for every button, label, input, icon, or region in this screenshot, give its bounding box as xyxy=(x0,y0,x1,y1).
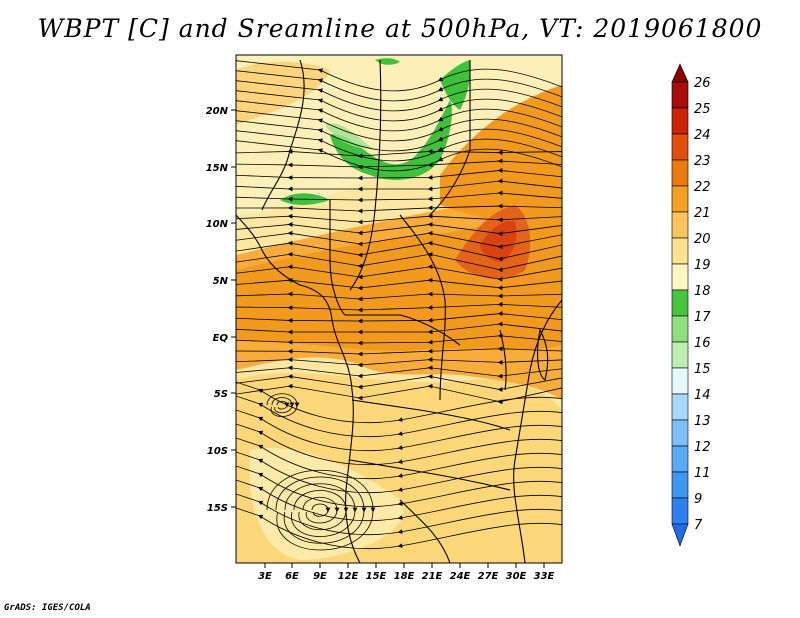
colorbar-swatch xyxy=(671,263,689,291)
streamline xyxy=(266,470,376,551)
colorbar-swatch xyxy=(671,497,689,525)
lon-label-18e: 18E xyxy=(394,571,415,582)
streamline xyxy=(284,483,358,537)
streamline xyxy=(236,277,562,291)
lon-label-30e: 30E xyxy=(506,571,527,582)
streamline xyxy=(236,333,562,346)
colorbar-label: 24 xyxy=(694,128,711,143)
colorbar-swatch xyxy=(671,393,689,421)
lat-label-5s: 5S xyxy=(214,389,228,400)
streamline xyxy=(236,301,562,313)
lon-label-6e: 6E xyxy=(285,571,299,582)
streamline xyxy=(236,346,562,357)
colorbar-swatch xyxy=(671,315,689,343)
lat-label-10s: 10S xyxy=(207,446,228,457)
streamline xyxy=(311,503,331,517)
colorbar-label: 7 xyxy=(694,518,703,533)
colorbar-label: 19 xyxy=(694,258,711,273)
lon-label-12e: 12E xyxy=(338,571,359,582)
colorbar-label: 11 xyxy=(694,466,711,481)
colorbar-swatch xyxy=(671,159,689,187)
streamline xyxy=(236,178,562,192)
colorbar-label: 14 xyxy=(694,388,711,403)
streamline xyxy=(236,158,562,170)
streamline xyxy=(236,251,562,273)
colorbar-swatch xyxy=(671,445,689,473)
lon-label-3e: 3E xyxy=(258,571,272,582)
lat-label-10n: 10N xyxy=(206,219,229,230)
streamline xyxy=(236,291,562,302)
colorbar-label: 16 xyxy=(694,336,711,351)
longitude-axis: 3E 6E 9E 12E 15E 18E 21E 24E 27E 30E 33E xyxy=(258,563,555,582)
streamline xyxy=(236,507,562,549)
streamline xyxy=(236,190,562,203)
lon-label-21e: 21E xyxy=(422,571,443,582)
lat-label-20n: 20N xyxy=(206,106,229,117)
streamline xyxy=(236,374,562,392)
streamline xyxy=(276,400,290,410)
streamline xyxy=(236,321,562,335)
lat-label-15s: 15S xyxy=(207,503,228,514)
colorbar-swatch xyxy=(671,419,689,447)
lat-label-eq: EQ xyxy=(213,333,229,344)
lon-label-24e: 24E xyxy=(450,571,471,582)
streamline xyxy=(236,213,562,225)
colorbar-label: 13 xyxy=(694,414,711,429)
streamline xyxy=(275,476,367,544)
colorbar-label: 9 xyxy=(694,492,702,507)
colorbar-swatch xyxy=(671,107,689,135)
latitude-axis: 20N 15N 10N 5N EQ 5S 10S 15S xyxy=(206,106,236,514)
colorbar-label: 20 xyxy=(694,232,711,247)
colorbar-top-arrow xyxy=(671,63,689,83)
colorbar-swatch xyxy=(671,289,689,317)
grads-credit: GrADS: IGES/COLA xyxy=(4,603,91,613)
colorbar-swatch xyxy=(671,341,689,369)
lon-label-15e: 15E xyxy=(366,571,387,582)
lat-label-5n: 5N xyxy=(213,276,229,287)
streamline xyxy=(266,393,300,417)
colorbar-swatch xyxy=(671,471,689,499)
streamlines xyxy=(236,60,562,551)
streamline xyxy=(271,397,295,414)
streamline xyxy=(236,357,562,368)
streamline xyxy=(236,222,562,236)
lon-label-27e: 27E xyxy=(478,571,499,582)
boundaries xyxy=(236,59,562,563)
colorbar-label: 23 xyxy=(694,154,711,169)
colorbar-swatch xyxy=(671,185,689,213)
streamline xyxy=(236,203,562,214)
map-title: WBPT [C] and Sreamline at 500hPa, VT: 20… xyxy=(37,14,763,43)
colorbar-swatch xyxy=(671,367,689,395)
colorbar-swatch xyxy=(671,237,689,265)
streamline xyxy=(236,311,562,324)
colorbar-bottom-arrow xyxy=(671,523,689,547)
colorbar-label: 15 xyxy=(694,362,711,377)
lon-label-9e: 9E xyxy=(313,571,327,582)
streamline xyxy=(236,264,562,282)
colorbar-label: 21 xyxy=(694,206,711,221)
streamline xyxy=(302,497,340,524)
colorbar: 26 25 24 23 22 21 20 19 18 17 16 15 14 13 12 11 9 7 xyxy=(671,63,711,547)
colorbar-label: 22 xyxy=(694,180,711,195)
colorbar-swatch xyxy=(671,81,689,109)
streamline xyxy=(236,240,562,262)
map-plot-area xyxy=(236,55,562,563)
streamline xyxy=(236,365,562,379)
colorbar-label: 26 xyxy=(694,76,711,91)
colorbar-swatch xyxy=(671,211,689,239)
colorbar-label: 25 xyxy=(694,102,711,117)
lat-label-15n: 15N xyxy=(206,163,229,174)
streamline xyxy=(236,230,562,250)
lon-label-33e: 33E xyxy=(534,571,555,582)
colorbar-swatch xyxy=(671,133,689,161)
streamline xyxy=(236,140,562,172)
plot-frame xyxy=(235,54,563,564)
colorbar-label: 18 xyxy=(694,284,711,299)
colorbar-label: 17 xyxy=(694,310,711,325)
colorbar-label: 12 xyxy=(694,440,711,455)
